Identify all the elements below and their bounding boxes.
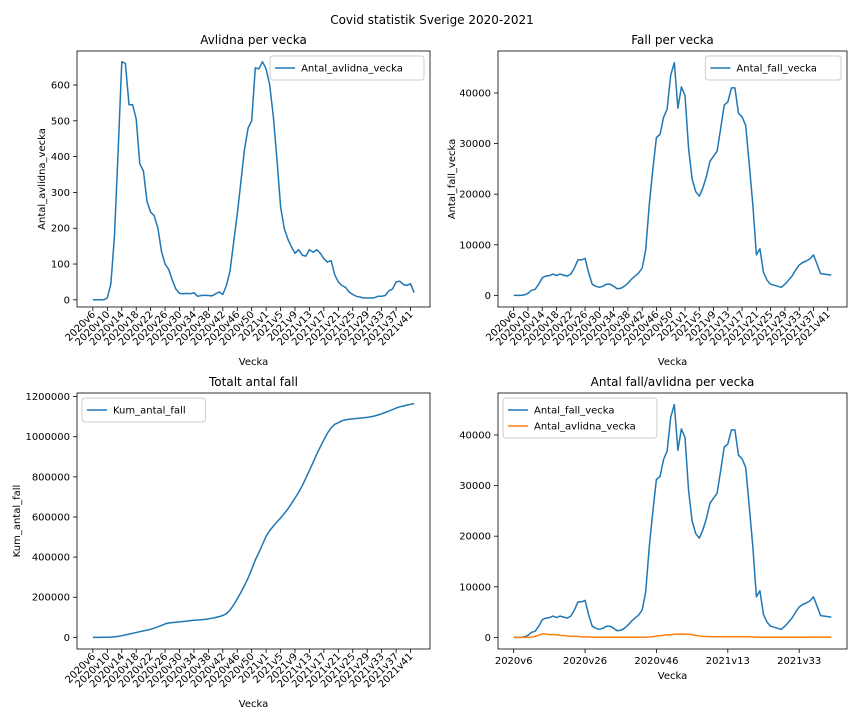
axes-frame (497, 50, 848, 308)
legend-entry: Antal_avlidna_vecka (534, 422, 636, 433)
legend-entry: Antal_fall_vecka (736, 64, 817, 75)
y-tick-label: 500 (51, 116, 70, 127)
y-tick-label: 0 (485, 291, 491, 302)
chart-title: Totalt antal fall (208, 375, 298, 389)
y-tick-label: 600 (51, 81, 70, 92)
legend-entry: Kum_antal_fall (113, 406, 186, 417)
y-tick-label: 1200000 (25, 392, 70, 403)
axes-frame (497, 392, 848, 650)
y-axis-label: Antal_avlidna_vecka (37, 128, 48, 230)
y-tick-label: 0 (485, 633, 491, 644)
chart-title: Avlidna per vecka (200, 33, 307, 47)
y-axis-label: Antal_fall_vecka (447, 139, 458, 220)
y-tick-label: 0 (64, 295, 70, 306)
legend-box (704, 55, 842, 81)
series-line-1 (513, 403, 832, 639)
y-tick-label: 1000000 (25, 432, 70, 443)
axes-frame (76, 392, 431, 650)
chart-panel-2: Fall per vecka0100002000030000400002020v… (447, 33, 848, 368)
chart-title: Fall per vecka (631, 33, 714, 47)
legend: Antal_fall_vecka Antal_avlidna_vecka (502, 397, 658, 439)
x-tick-label: 2021v33 (777, 656, 821, 667)
y-tick-label: 30000 (459, 481, 491, 492)
chart-title: Antal fall/avlidna per vecka (591, 375, 755, 389)
x-tick-label: 2020v26 (563, 656, 607, 667)
chart-panel-3: Totalt antal fall 0 200000 400000 600000 8000… (12, 375, 431, 710)
y-tick-label: 10000 (459, 240, 491, 251)
legend: Kum_antal_fall (81, 397, 206, 423)
legend-box (269, 55, 425, 81)
legend-entry: Antal_fall_vecka (534, 406, 615, 417)
series-line-1 (513, 61, 832, 297)
y-tick-label: 800000 (32, 472, 70, 483)
x-tick-label: 2020v6 (495, 656, 533, 667)
y-tick-label: 20000 (459, 190, 491, 201)
series-line-1 (92, 402, 415, 639)
y-tick-label: 400 (51, 152, 70, 163)
x-tick-label: 2021v13 (706, 656, 750, 667)
y-tick-label: 20000 (459, 532, 491, 543)
x-axis-label: Vecka (658, 357, 687, 368)
legend-box (502, 397, 658, 439)
legend-box (81, 397, 206, 423)
legend: Antal_avlidna_vecka (269, 55, 425, 81)
y-tick-label: 600000 (32, 512, 70, 523)
chart-panel-1: Avlidna per vecka01002003004005006002020… (37, 33, 431, 368)
legend: Antal_fall_vecka (704, 55, 842, 81)
figure-suptitle: Covid statistik Sverige 2020-2021 (330, 13, 534, 27)
y-tick-label: 100 (51, 260, 70, 271)
x-axis-label: Vecka (239, 699, 268, 710)
y-axis-label: Kum_antal_fall (12, 485, 23, 558)
x-axis-label: Vecka (239, 357, 268, 368)
y-tick-label: 400000 (32, 553, 70, 564)
axes-frame (76, 50, 431, 308)
legend-entry: Antal_avlidna_vecka (301, 64, 403, 75)
x-axis-label: Vecka (658, 671, 687, 682)
y-tick-label: 40000 (459, 430, 491, 441)
y-tick-label: 200000 (32, 593, 70, 604)
x-tick-label: 2020v46 (634, 656, 678, 667)
y-tick-label: 30000 (459, 139, 491, 150)
y-tick-label: 40000 (459, 88, 491, 99)
y-tick-label: 300 (51, 188, 70, 199)
y-tick-label: 200 (51, 224, 70, 235)
y-tick-label: 10000 (459, 582, 491, 593)
chart-panel-4: Antal fall/avlidna per vecka 0 10000 20000 3… (459, 375, 848, 682)
series-line-1 (92, 60, 415, 301)
y-tick-label: 0 (64, 633, 70, 644)
series-line-2 (513, 633, 832, 639)
